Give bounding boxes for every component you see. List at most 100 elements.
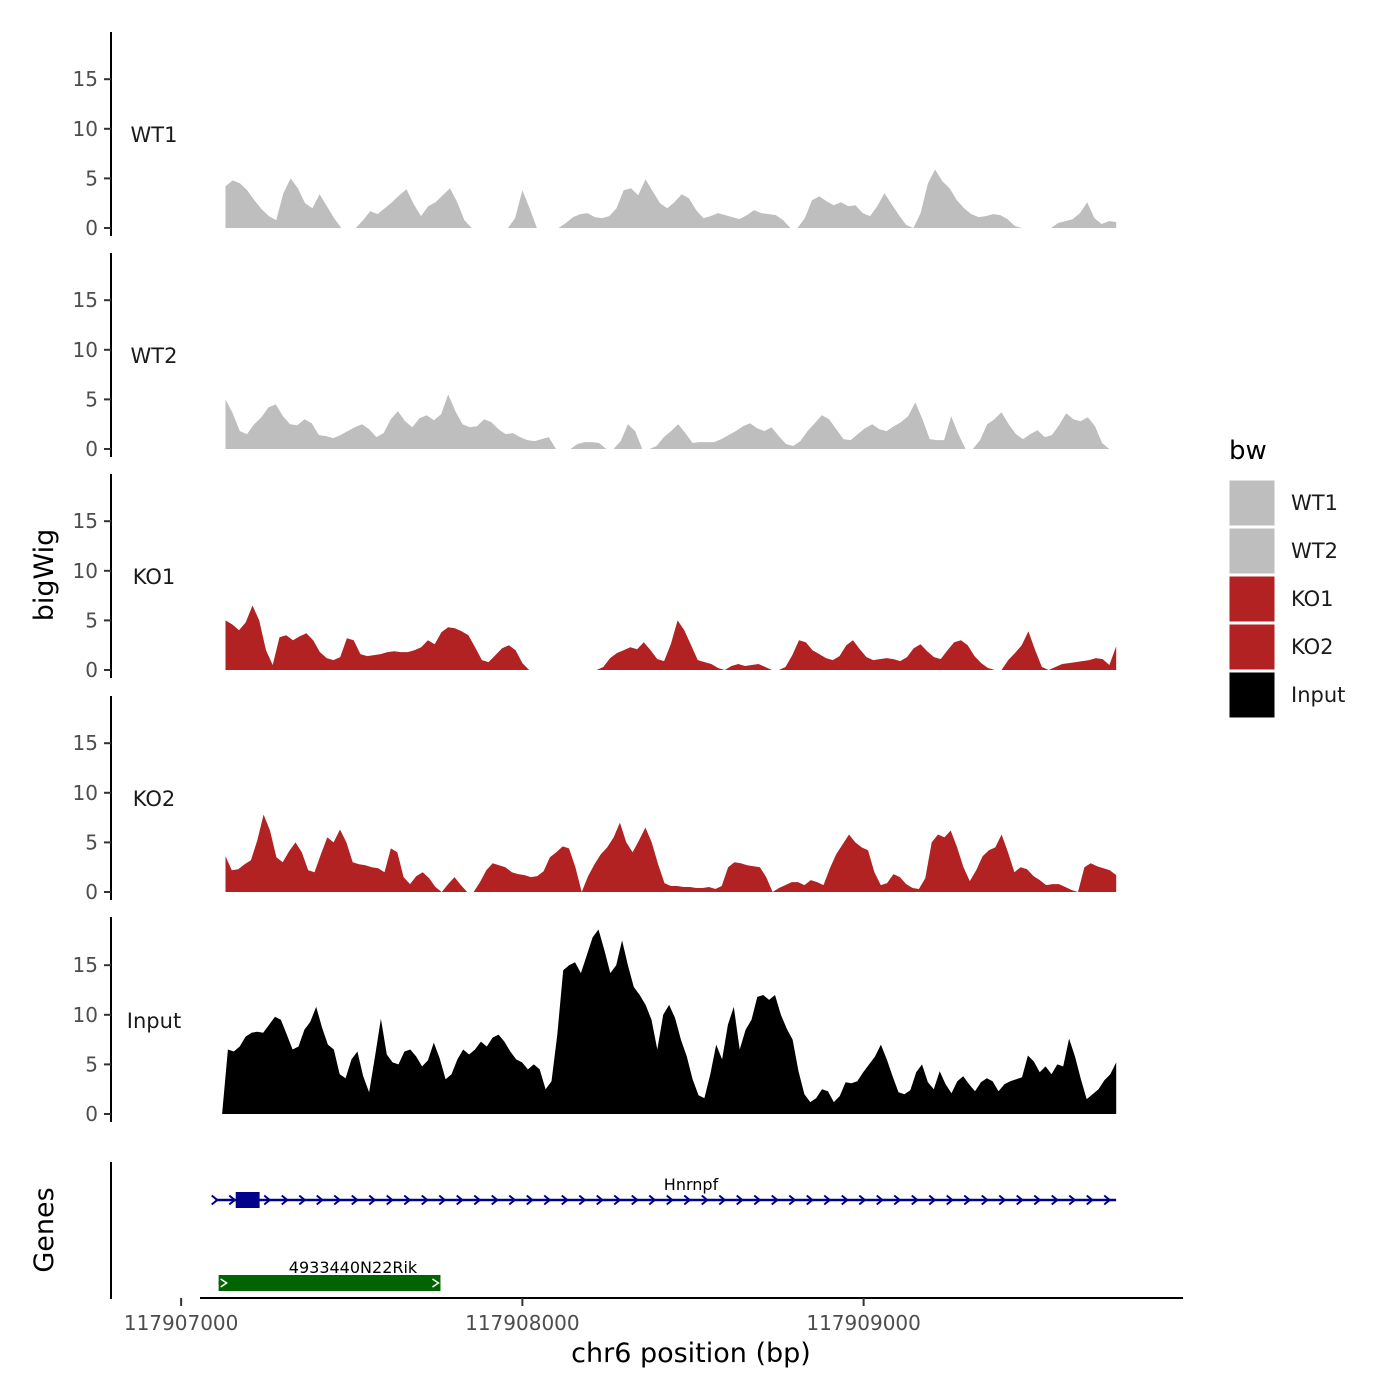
y-tick-label: 0 [85, 216, 98, 240]
gene-label: Hnrnpf [664, 1175, 719, 1194]
y-tick-label: 10 [73, 117, 98, 141]
strand-arrow [491, 1194, 499, 1206]
track-wt2: 0 5 10 15 WT2 [73, 253, 1110, 461]
legend-label-wt1: WT1 [1291, 491, 1338, 515]
strand-arrow [456, 1194, 464, 1206]
signal-area-wt2 [225, 394, 1110, 449]
strand-arrow [753, 1194, 762, 1206]
track-label-input: Input [127, 1009, 181, 1033]
y-tick-label: 15 [73, 288, 98, 312]
strand-arrow [263, 1194, 272, 1206]
track-label-wt2: WT2 [131, 344, 178, 368]
strand-arrow [220, 1278, 229, 1288]
strand-arrow [841, 1194, 849, 1206]
track-label-ko2: KO2 [133, 787, 176, 811]
y-tick-label: 0 [85, 1102, 98, 1126]
strand-arrow [1033, 1194, 1042, 1206]
strand-arrow [806, 1194, 814, 1206]
strand-arrow [963, 1194, 972, 1206]
y-tick-label: 5 [85, 166, 98, 190]
strand-arrow [526, 1194, 534, 1206]
strand-arrow [421, 1194, 429, 1206]
signal-area-wt1 [225, 169, 1117, 228]
strand-arrow [578, 1194, 587, 1206]
gene-hnrnpf: Hnrnpf [211, 1175, 1117, 1208]
strand-arrow [228, 1194, 237, 1206]
legend-key-input [1228, 671, 1276, 719]
legend-title: bw [1229, 436, 1267, 466]
y-tick-label: 0 [85, 658, 98, 682]
strand-arrow [788, 1194, 797, 1206]
legend-label-wt2: WT2 [1291, 539, 1338, 563]
gene-4933440n22rik: 4933440N22Rik [218, 1258, 441, 1291]
y-tick-label: 5 [85, 387, 98, 411]
strand-arrow [1086, 1194, 1094, 1206]
legend-key-ko1 [1228, 575, 1276, 623]
strand-arrow [998, 1194, 1007, 1206]
strand-arrow [386, 1194, 394, 1206]
strand-arrow [981, 1194, 989, 1206]
strand-arrow [561, 1194, 569, 1206]
strand-arrow [473, 1194, 482, 1206]
signal-area-ko2 [225, 814, 1117, 892]
legend-label-ko2: KO2 [1291, 635, 1334, 659]
strand-arrow [333, 1194, 342, 1206]
exon-block [235, 1192, 260, 1208]
strand-arrow [351, 1194, 359, 1206]
y-axis-title: bigWig [29, 529, 60, 622]
y-tick-label: 15 [73, 953, 98, 977]
strand-arrow [771, 1194, 779, 1206]
strand-arrow [508, 1194, 517, 1206]
strand-arrow [736, 1194, 744, 1206]
legend-key-wt1 [1228, 479, 1276, 527]
strand-arrow [701, 1194, 709, 1206]
strand-arrow [893, 1194, 902, 1206]
legend: bw WT1 WT2 KO1 KO2 Input [1228, 436, 1345, 719]
strand-arrow [1103, 1194, 1112, 1206]
legend-label-ko1: KO1 [1291, 587, 1334, 611]
y-tick-label: 5 [85, 608, 98, 632]
strand-arrow [368, 1194, 377, 1206]
strand-arrow [1068, 1194, 1077, 1206]
y-tick-label: 15 [73, 509, 98, 533]
legend-key-wt2 [1228, 527, 1276, 575]
y-tick-label: 10 [73, 338, 98, 362]
legend-label-input: Input [1291, 683, 1345, 707]
strand-arrow [911, 1194, 919, 1206]
x-tick-label: 117909000 [806, 1311, 921, 1335]
exon-block [218, 1275, 441, 1291]
y-tick-label: 5 [85, 1052, 98, 1076]
track-wt1: 0 5 10 15 WT1 [73, 32, 1117, 240]
strand-arrow [211, 1194, 219, 1206]
y-tick-label: 10 [73, 781, 98, 805]
strand-arrow [298, 1194, 307, 1206]
y-tick-label: 15 [73, 67, 98, 91]
strand-arrow [823, 1194, 832, 1206]
track-ko1: 0 5 10 15 KO1 [73, 474, 1117, 682]
strand-arrow [432, 1278, 440, 1288]
genes-axis-title: Genes [29, 1187, 60, 1272]
strand-arrow [281, 1194, 289, 1206]
y-tick-label: 10 [73, 559, 98, 583]
strand-arrow [858, 1194, 867, 1206]
strand-arrow [666, 1194, 674, 1206]
legend-key-ko2 [1228, 623, 1276, 671]
strand-arrow [648, 1194, 657, 1206]
signal-area-input [222, 929, 1117, 1114]
bigwig-tracks: 0 5 10 15 WT1 0 5 10 15 WT2 0 5 10 15 KO1 0 5 10 15 KO2 0 5 10… [73, 32, 1117, 1126]
strand-arrow [596, 1194, 604, 1206]
track-label-ko1: KO1 [133, 565, 176, 589]
y-tick-label: 15 [73, 731, 98, 755]
strand-arrow [1016, 1194, 1024, 1206]
x-tick-label: 117908000 [465, 1311, 580, 1335]
strand-arrow [1051, 1194, 1059, 1206]
strand-arrow [403, 1194, 412, 1206]
strand-arrow [683, 1194, 692, 1206]
strand-arrow [876, 1194, 884, 1206]
track-label-wt1: WT1 [131, 123, 178, 147]
strand-arrow [316, 1194, 324, 1206]
strand-arrow [928, 1194, 937, 1206]
y-tick-label: 0 [85, 437, 98, 461]
strand-arrow [543, 1194, 552, 1206]
